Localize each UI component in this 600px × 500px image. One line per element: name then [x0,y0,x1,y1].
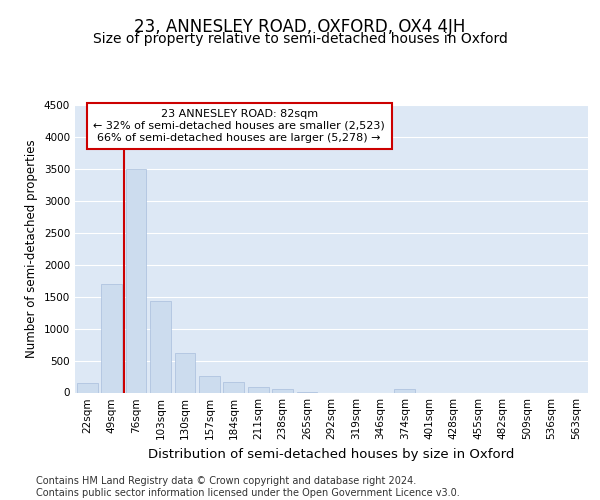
Bar [150,301,171,392]
Text: Contains HM Land Registry data © Crown copyright and database right 2024.
Contai: Contains HM Land Registry data © Crown c… [36,476,460,498]
Bar [175,353,196,393]
X-axis label: Distribution of semi-detached houses by size in Oxford: Distribution of semi-detached houses by … [148,448,515,461]
Bar [394,390,415,392]
Bar [125,169,146,392]
Bar [77,383,98,392]
Text: 23 ANNESLEY ROAD: 82sqm
← 32% of semi-detached houses are smaller (2,523)
66% of: 23 ANNESLEY ROAD: 82sqm ← 32% of semi-de… [93,110,385,142]
Bar [272,389,293,392]
Bar [101,284,122,393]
Y-axis label: Number of semi-detached properties: Number of semi-detached properties [25,140,38,358]
Text: 23, ANNESLEY ROAD, OXFORD, OX4 4JH: 23, ANNESLEY ROAD, OXFORD, OX4 4JH [134,18,466,36]
Text: Size of property relative to semi-detached houses in Oxford: Size of property relative to semi-detach… [92,32,508,46]
Bar [248,387,269,392]
Bar [223,382,244,392]
Bar [199,376,220,392]
